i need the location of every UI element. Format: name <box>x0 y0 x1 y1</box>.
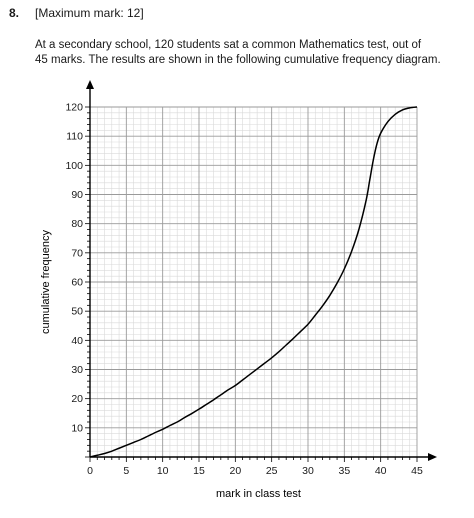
y-tick-label: 100 <box>65 160 83 172</box>
y-axis-label: cumulative frequency <box>40 230 52 334</box>
y-tick-label: 70 <box>71 247 83 259</box>
x-tick-label: 40 <box>375 465 387 477</box>
major-grid <box>90 106 418 457</box>
cumulative-frequency-curve <box>89 106 418 458</box>
x-axis-arrow <box>428 453 437 461</box>
tick-labels: 0 5 10 15 20 25 30 35 40 45 10 20 30 40 50 60 70 80 90 100 1… <box>65 102 423 478</box>
y-tick-label: 90 <box>71 189 83 201</box>
y-tick-label: 110 <box>66 131 83 143</box>
y-tick-label: 10 <box>71 422 83 434</box>
x-tick-label: 0 <box>87 465 93 477</box>
y-tick-label: 20 <box>71 393 83 405</box>
y-tick-label: 40 <box>71 335 83 347</box>
axes <box>85 80 437 462</box>
x-tick-label: 15 <box>193 465 205 477</box>
y-axis-arrow <box>86 80 94 89</box>
y-tick-label: 80 <box>71 218 83 230</box>
maximum-mark: [Maximum mark: 12] <box>35 6 144 20</box>
y-tick-label: 50 <box>71 306 83 318</box>
x-tick-label: 25 <box>266 465 278 477</box>
question-number: 8. <box>9 6 20 20</box>
question-text-line-1: At a secondary school, 120 students sat … <box>35 39 422 51</box>
x-tick-label: 5 <box>123 465 129 477</box>
y-tick-label: 120 <box>65 102 83 114</box>
y-tick-label: 60 <box>71 277 83 289</box>
data-series <box>89 106 418 458</box>
x-tick-label: 45 <box>411 465 423 477</box>
x-axis-label: mark in class test <box>216 488 301 500</box>
x-tick-label: 10 <box>157 465 169 477</box>
x-tick-label: 20 <box>229 465 241 477</box>
y-tick-label: 30 <box>71 364 83 376</box>
question-text-line-2: 45 marks. The results are shown in the f… <box>35 54 441 66</box>
x-tick-label: 35 <box>338 465 350 477</box>
x-tick-label: 30 <box>302 465 314 477</box>
question-text: At a secondary school, 120 students sat … <box>35 38 465 68</box>
